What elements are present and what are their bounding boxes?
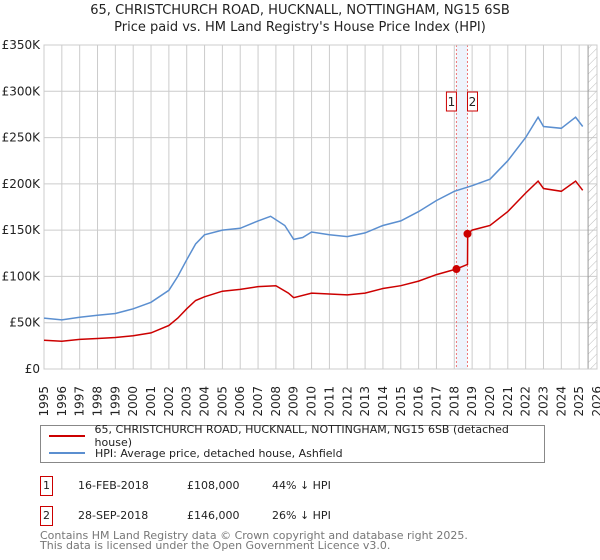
sale-price: £108,000: [187, 479, 240, 492]
x-tick-label: 2020: [483, 386, 497, 417]
x-tick-label: 1998: [91, 386, 105, 417]
x-tick-label: 2000: [126, 386, 140, 417]
x-tick-label: 2016: [412, 386, 426, 417]
x-tick-label: 2021: [501, 386, 515, 417]
legend-item-hpi: HPI: Average price, detached house, Ashf…: [49, 445, 343, 461]
x-tick-label: 2007: [251, 386, 265, 417]
chart-subtitle: Price paid vs. HM Land Registry's House …: [114, 20, 486, 35]
sale-date: 16-FEB-2018: [78, 479, 149, 492]
transaction-label: 1: [448, 95, 456, 109]
x-tick-label: 2015: [394, 386, 408, 417]
legend-item-property: 65, CHRISTCHURCH ROAD, HUCKNALL, NOTTING…: [49, 423, 544, 449]
transaction-point: [452, 265, 461, 274]
y-tick-label: £200K: [2, 177, 42, 191]
sale-price: £146,000: [187, 509, 240, 522]
transaction-label: 2: [469, 95, 477, 109]
x-tick-label: 2005: [215, 386, 229, 417]
legend-label-hpi: HPI: Average price, detached house, Ashf…: [95, 446, 343, 460]
x-tick-label: 2025: [572, 386, 586, 417]
x-tick-label: 2008: [269, 386, 283, 417]
chart-title: 65, CHRISTCHURCH ROAD, HUCKNALL, NOTTING…: [90, 3, 510, 18]
legend: 65, CHRISTCHURCH ROAD, HUCKNALL, NOTTING…: [40, 423, 545, 463]
sale-badge: 1: [40, 476, 53, 496]
property-price-line: [43, 179, 584, 342]
hpi-line: [43, 115, 584, 321]
transaction-label-box: [445, 91, 457, 112]
x-tick-label: 2019: [465, 386, 479, 417]
x-tick-label: 2017: [429, 386, 443, 417]
x-tick-label: 2014: [376, 386, 390, 417]
y-tick-label: £350K: [2, 38, 42, 52]
x-tick-label: 2012: [340, 386, 354, 417]
legend-label-property: 65, CHRISTCHURCH ROAD, HUCKNALL, NOTTING…: [94, 423, 509, 449]
y-tick-label: £300K: [2, 84, 42, 98]
y-tick-label: £0: [25, 362, 40, 376]
x-tick-label: 2010: [305, 386, 319, 417]
transaction-point: [463, 229, 472, 238]
transaction-label-box: [466, 91, 478, 112]
y-tick-label: £50K: [9, 316, 41, 330]
sale-row-2: 2 28-SEP-2018 £146,000 26% ↓ HPI: [40, 506, 540, 526]
x-tick-label: 2023: [536, 386, 550, 417]
x-tick-label: 2003: [180, 386, 194, 417]
x-tick-label: 2006: [233, 386, 247, 417]
x-tick-label: 2013: [358, 386, 372, 417]
x-tick-label: 1999: [108, 386, 122, 417]
footer: Contains HM Land Registry data © Crown c…: [40, 529, 468, 552]
y-tick-label: £100K: [2, 269, 42, 283]
footer-line-1: Contains HM Land Registry data © Crown c…: [40, 529, 468, 542]
x-tick-label: 2011: [322, 386, 336, 417]
x-tick-label: 2002: [162, 386, 176, 417]
x-tick-label: 2022: [519, 386, 533, 417]
x-tick-label: 1995: [37, 386, 51, 417]
x-tick-label: 2001: [144, 386, 158, 417]
sale-hpi-diff: 26% ↓ HPI: [272, 509, 331, 522]
x-tick-label: 2024: [554, 386, 568, 417]
x-tick-label: 2009: [287, 386, 301, 417]
sale-row-1: 1 16-FEB-2018 £108,000 44% ↓ HPI: [40, 476, 540, 496]
transaction-band: [456, 45, 468, 369]
x-tick-label: 2026: [590, 386, 600, 417]
sale-hpi-diff: 44% ↓ HPI: [272, 479, 331, 492]
plot-border: [43, 44, 598, 370]
x-tick-label: 2018: [447, 386, 461, 417]
x-tick-label: 1997: [73, 386, 87, 417]
x-tick-label: 1996: [55, 386, 69, 417]
sale-badge: 2: [40, 506, 53, 526]
footer-line-2: This data is licensed under the Open Gov…: [40, 539, 391, 552]
y-tick-label: £250K: [2, 131, 42, 145]
x-tick-label: 2004: [198, 386, 212, 417]
y-tick-label: £150K: [2, 223, 42, 237]
plot-area: 1 2 £0 £50K £100K £150K £200K £250K £300K £350K 19…: [2, 38, 600, 417]
forecast-hatch: [588, 45, 597, 369]
sale-date: 28-SEP-2018: [78, 509, 149, 522]
